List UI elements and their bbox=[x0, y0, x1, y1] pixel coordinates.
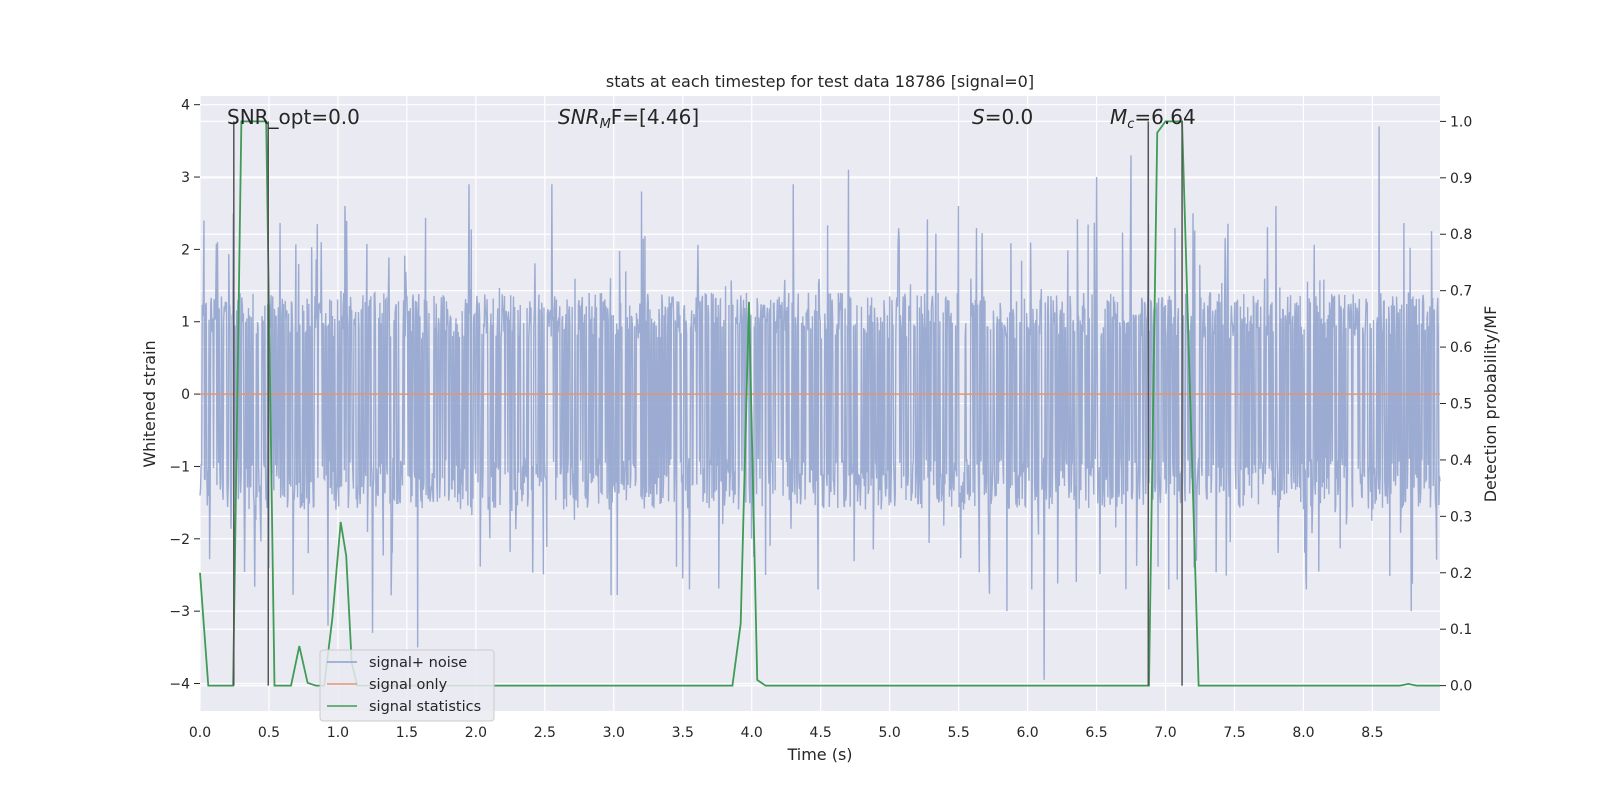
snr-mf-main: SNR bbox=[558, 105, 600, 129]
y-right-tick-label-0: 1.0 bbox=[1450, 114, 1472, 130]
chart-title: stats at each timestep for test data 187… bbox=[606, 72, 1034, 91]
legend-label-signal-noise: signal+ noise bbox=[369, 655, 467, 671]
y-right-tick-label-6: 0.4 bbox=[1450, 453, 1472, 469]
y-right-tick-label-5: 0.5 bbox=[1450, 397, 1472, 413]
annotation-s: S=0.0 bbox=[972, 105, 1033, 129]
x-tick-label-16: 8.0 bbox=[1292, 725, 1314, 741]
legend-label-signal-only: signal only bbox=[369, 677, 448, 693]
event-markers bbox=[233, 121, 1183, 686]
y-left-tick-label-1: 3 bbox=[181, 170, 190, 186]
y-right-axis-label: Detection probability/MF bbox=[1481, 306, 1500, 503]
x-tick-label-1: 0.5 bbox=[258, 725, 280, 741]
x-tick-label-8: 4.0 bbox=[741, 725, 763, 741]
y-right-tick-label-7: 0.3 bbox=[1450, 509, 1472, 525]
mc-main: M bbox=[1110, 105, 1127, 129]
x-tick-label-14: 7.0 bbox=[1154, 725, 1176, 741]
y-right-tick-label-3: 0.7 bbox=[1450, 284, 1472, 300]
legend-box bbox=[319, 649, 495, 722]
x-tick-label-15: 7.5 bbox=[1223, 725, 1245, 741]
x-tick-label-9: 4.5 bbox=[810, 725, 832, 741]
y-right-tick-label-1: 0.9 bbox=[1450, 171, 1472, 187]
x-tick-label-10: 5.0 bbox=[879, 725, 901, 741]
x-tick-label-3: 1.5 bbox=[396, 725, 418, 741]
s-symbol: S bbox=[972, 105, 985, 129]
x-tick-label-0: 0.0 bbox=[189, 725, 211, 741]
snr-mf-sub: M bbox=[600, 117, 611, 132]
svg-text:Mc=6.64: Mc=6.64 bbox=[1110, 105, 1196, 132]
x-axis-label: Time (s) bbox=[786, 745, 852, 764]
y-left-tick-label-0: 4 bbox=[181, 98, 190, 114]
y-left-tick-label-4: 0 bbox=[181, 387, 190, 403]
x-tick-label-7: 3.5 bbox=[672, 725, 694, 741]
y-right-tick-label-10: 0.0 bbox=[1450, 679, 1472, 695]
annotation-snr-mf: SNRMF=[4.46] bbox=[558, 105, 699, 132]
svg-text:S=0.0: S=0.0 bbox=[972, 105, 1033, 129]
y-right-tick-label-2: 0.8 bbox=[1450, 227, 1472, 243]
x-tick-label-2: 1.0 bbox=[327, 725, 349, 741]
y-right-axis-ticks: 1.0 0.9 0.8 0.7 0.6 0.5 0.4 0.3 0.2 0.1 0.0 bbox=[1440, 114, 1472, 695]
s-rest: =0.0 bbox=[985, 105, 1034, 129]
y-left-tick-label-7: −3 bbox=[169, 604, 190, 620]
legend: signal+ noise signal only signal statist… bbox=[319, 649, 495, 722]
y-left-tick-label-2: 2 bbox=[181, 242, 190, 258]
legend-label-signal-statistics: signal statistics bbox=[369, 699, 481, 715]
noise-series bbox=[199, 126, 1441, 680]
annotation-mc: Mc=6.64 bbox=[1110, 105, 1196, 132]
x-axis-ticks: 0.0 0.5 1.0 1.5 2.0 2.5 3.0 3.5 4.0 4.5 5.0 5.5 6.0 6… bbox=[189, 725, 1384, 741]
y-left-axis-ticks: 4 3 2 1 0 −1 −2 −3 −4 bbox=[169, 98, 200, 693]
y-right-tick-label-4: 0.6 bbox=[1450, 340, 1472, 356]
svg-text:SNRMF=[4.46]: SNRMF=[4.46] bbox=[558, 105, 699, 132]
annotation-snr-opt-text: SNR_opt=0.0 bbox=[227, 105, 360, 129]
y-left-tick-label-3: 1 bbox=[181, 315, 190, 331]
mc-rest: =6.64 bbox=[1134, 105, 1195, 129]
x-tick-label-4: 2.0 bbox=[465, 725, 487, 741]
x-tick-label-13: 6.5 bbox=[1085, 725, 1107, 741]
y-left-tick-label-6: −2 bbox=[169, 532, 190, 548]
y-left-axis-label: Whitened strain bbox=[140, 340, 159, 467]
mc-sub: c bbox=[1127, 117, 1134, 132]
annotation-snr-opt: SNR_opt=0.0 bbox=[227, 105, 360, 129]
x-tick-label-6: 3.0 bbox=[603, 725, 625, 741]
y-right-tick-label-8: 0.2 bbox=[1450, 566, 1472, 582]
series-signal-noise-line bbox=[199, 126, 1441, 680]
y-right-tick-label-9: 0.1 bbox=[1450, 622, 1472, 638]
x-tick-label-12: 6.0 bbox=[1016, 725, 1038, 741]
x-tick-label-11: 5.5 bbox=[947, 725, 969, 741]
x-tick-label-17: 8.5 bbox=[1361, 725, 1383, 741]
x-tick-label-5: 2.5 bbox=[534, 725, 556, 741]
y-left-tick-label-8: −4 bbox=[169, 677, 190, 693]
y-left-tick-label-5: −1 bbox=[169, 459, 190, 475]
snr-mf-rest: F=[4.46] bbox=[611, 105, 699, 129]
